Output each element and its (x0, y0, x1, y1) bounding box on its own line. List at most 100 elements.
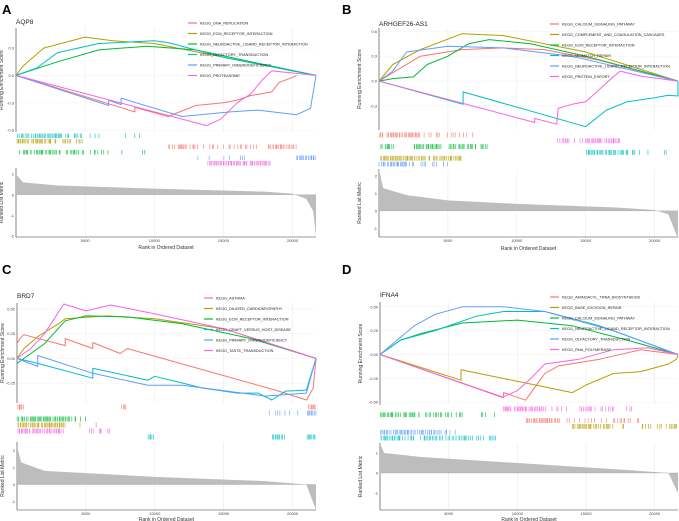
es-tick-label: -0.3 (370, 103, 378, 108)
es-axis-label: Running Enrichment Score (0, 323, 6, 383)
es-tick-label: 0.0 (8, 73, 14, 78)
plot-title: ARHGEF26-AS1 (379, 21, 428, 28)
x-tick-label: 20000 (649, 511, 661, 516)
legend-label: KEGG_CALCIUM_SIGNALING_PATHWAY (562, 22, 635, 26)
rank-tick-label: 0 (376, 471, 379, 476)
legend-label: KEGG_PROTEASOME (200, 74, 240, 78)
es-tick-label: -0.50 (369, 400, 379, 405)
es-curve-kegg-olfactory-transduction (15, 40, 317, 76)
es-curve-kegg-asthma (16, 334, 317, 401)
legend-item: KEGG_OLFACTORY_TRANSDUCTION (550, 337, 630, 341)
rank-tick-label: 1 (12, 172, 15, 177)
legend-item: KEGG_AMINOACYL_TRNA_BIOSYNTHESIS (550, 295, 641, 299)
es-tick-label: 0.00 (7, 356, 16, 361)
es-tick-label: 0.00 (370, 352, 379, 357)
x-tick-label: 10000 (511, 238, 523, 243)
es-curve-kegg-ecm-receptor-interaction (16, 315, 317, 364)
es-curve-kegg-mismatch-repair (378, 80, 679, 128)
x-axis-label: Rank in Ordered Dataset (501, 246, 557, 252)
plot-title: BRD7 (17, 293, 35, 300)
rank-tick-label: 1 (376, 451, 379, 456)
legend-item: KEGG_COMPLEMENT_AND_COAGULATION_CASCADES (550, 33, 665, 37)
rank-tick-label: 0 (375, 208, 378, 213)
es-curve-kegg-calcium-signaling-pathway (378, 47, 679, 82)
es-curve-kegg-neuroactive-ligand-receptor-interaction (15, 45, 317, 76)
es-curve-kegg-complement-and-coagulation-cascades (378, 33, 679, 82)
legend-item: KEGG_TASTE_TRANSDUCTION (204, 349, 274, 353)
legend-item: KEGG_ASTHMA (204, 296, 245, 300)
x-tick-label: 5000 (81, 511, 91, 516)
gsea-panel-c: C BRD7 0.50 0.25 0.00 -0.25 2 1 0 -1 5000 10000 1500… (0, 262, 317, 521)
legend-label: KEGG_NEUROACTIVE_LIGAND_RECEPTOR_INTERAC… (562, 64, 670, 68)
es-tick-label: 0.3 (371, 54, 377, 59)
plot-title: AQP8 (16, 19, 34, 26)
es-curve-kegg-neuroactive-ligand-receptor-interaction (378, 45, 679, 82)
x-tick-label: 15000 (218, 511, 230, 516)
x-tick-label: 5000 (443, 238, 453, 243)
rank-axis-label: Ranked List Metric (0, 455, 6, 497)
rank-axis-label: Ranked List Metric (0, 181, 5, 223)
legend-item: KEGG_NEUROACTIVE_LIGAND_RECEPTOR_INTERAC… (550, 327, 670, 331)
rank-tick-label: -1 (373, 226, 377, 231)
legend-item: KEGG_ECM_RECEPTOR_INTERACTION (204, 317, 289, 321)
plot-title: IFNA4 (380, 292, 399, 299)
legend-item: KEGG_CALCIUM_SIGNALING_PATHWAY (550, 316, 635, 320)
legend-item: KEGG_PRIMARY_IMMUNODEFICIENCY (188, 63, 272, 67)
legend-label: KEGG_COMPLEMENT_AND_COAGULATION_CASCADES (562, 33, 665, 37)
legend-item: KEGG_ECM_RECEPTOR_INTERACTION (188, 32, 273, 36)
es-tick-label: 0.25 (370, 328, 379, 333)
es-curve-kegg-proteasome (15, 70, 317, 127)
es-tick-label: -0.6 (7, 128, 15, 133)
es-curve-kegg-graft-versus-host-disease (16, 357, 317, 401)
x-tick-label: 15000 (580, 511, 592, 516)
legend-item: KEGG_OLFACTORY_TRANSDUCTION (188, 53, 268, 57)
legend-label: KEGG_ECM_RECEPTOR_INTERACTION (200, 32, 273, 36)
legend-label: KEGG_CALCIUM_SIGNALING_PATHWAY (562, 316, 635, 320)
legend-item: KEGG_DNA_REPLICATION (188, 21, 249, 25)
legend-item: KEGG_BASE_EXCISION_REPAIR (550, 306, 622, 310)
x-tick-label: 15000 (218, 238, 230, 243)
es-curve-kegg-olfactory-transduction (379, 306, 679, 355)
es-curve-kegg-base-excision-repair (379, 354, 679, 394)
legend-label: KEGG_ECM_RECEPTOR_INTERACTION (216, 317, 289, 321)
legend-label: KEGG_OLFACTORY_TRANSDUCTION (562, 337, 630, 341)
legend-item: KEGG_RNA_POLYMERASE (550, 348, 612, 352)
x-tick-label: 20000 (287, 511, 299, 516)
es-tick-label: 0.3 (8, 46, 14, 51)
legend-item: KEGG_NEUROACTIVE_LIGAND_RECEPTOR_INTERAC… (550, 64, 670, 68)
legend-item: KEGG_MISMATCH_REPAIR (550, 54, 611, 58)
legend-label: KEGG_ASTHMA (216, 296, 245, 300)
x-tick-label: 10000 (149, 511, 161, 516)
gsea-panel-a: A AQP8 0.3 0.0 -0.3 -0.6 1 0 -1 -2 5000 10000 15000 2… (0, 2, 317, 251)
legend-item: KEGG_PROTEASOME (188, 74, 240, 78)
legend-item: KEGG_GRAFT_VERSUS_HOST_DISEASE (204, 328, 291, 332)
es-curve-kegg-aminoacyl-trna-biosynthesis (379, 349, 679, 401)
es-tick-label: 0.50 (7, 306, 16, 311)
rank-tick-label: -2 (10, 233, 14, 238)
legend-label: KEGG_PRIMARY_IMMUNODEFICIENCY (216, 338, 288, 342)
rank-tick-label: -1 (11, 499, 15, 504)
ranked-metric-area (380, 443, 678, 493)
es-curve-kegg-neuroactive-ligand-receptor-interaction (379, 311, 679, 355)
x-tick-label: 10000 (149, 238, 161, 243)
es-tick-label: 0.6 (371, 29, 377, 34)
panel-letter: D (342, 262, 351, 277)
es-curve-kegg-protein-export (378, 70, 679, 125)
legend-label: KEGG_OLFACTORY_TRANSDUCTION (200, 53, 268, 57)
rank-axis-label: Ranked List Metric (357, 182, 363, 224)
es-tick-label: -0.25 (369, 376, 379, 381)
panel-letter: C (2, 262, 12, 277)
legend-item: KEGG_DILATED_CARDIOMYOPATHY (204, 307, 283, 311)
rank-tick-label: 0 (12, 192, 15, 197)
legend-item: KEGG_ECM_RECEPTOR_INTERACTION (550, 43, 635, 47)
es-curve-kegg-dna-replication (15, 74, 297, 117)
legend-label: KEGG_NEUROACTIVE_LIGAND_RECEPTOR_INTERAC… (200, 42, 308, 46)
legend-label: KEGG_TASTE_TRANSDUCTION (216, 349, 274, 353)
x-axis-label: Rank in Ordered Dataset (501, 517, 557, 521)
es-curve-kegg-ecm-receptor-interaction (378, 39, 679, 82)
rank-tick-label: 2 (375, 173, 378, 178)
legend-label: KEGG_PROTEIN_EXPORT (562, 75, 610, 79)
